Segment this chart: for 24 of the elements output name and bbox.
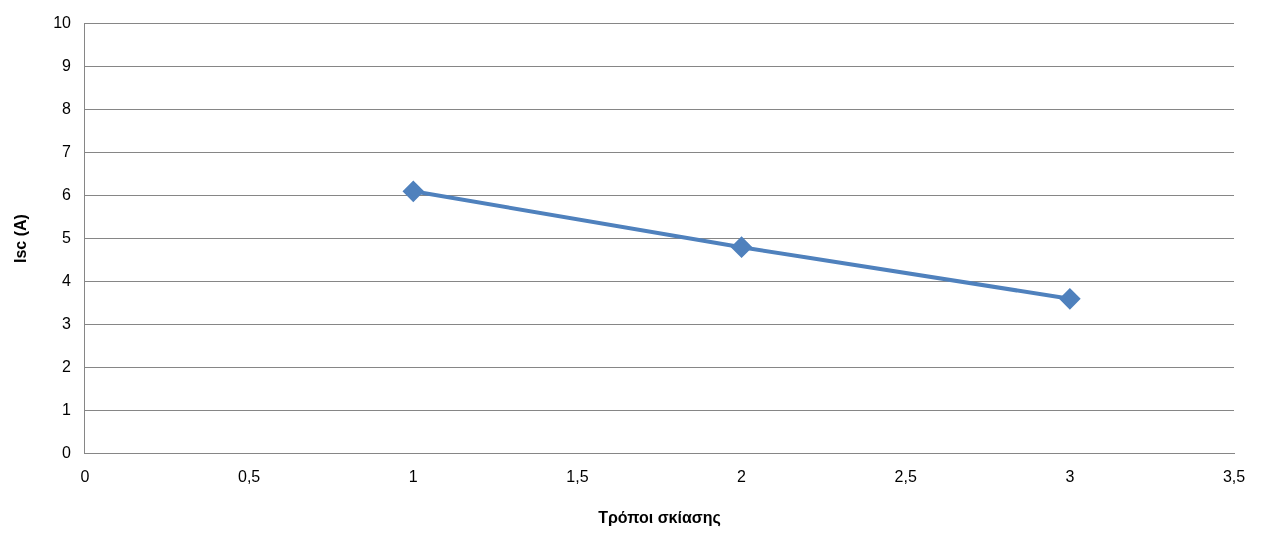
- x-tick-label: 3,5: [1222, 467, 1246, 485]
- y-axis-title: Isc (A): [12, 214, 30, 264]
- x-tick-label: 0,5: [238, 467, 261, 485]
- y-tick-label: 0: [62, 444, 72, 462]
- y-tick-label: 1: [62, 401, 72, 419]
- x-axis-title: Τρόποι σκίασης: [598, 508, 721, 527]
- x-tick-label: 2: [737, 467, 747, 485]
- y-tick-label: 8: [62, 100, 72, 118]
- x-tick-label: 2,5: [894, 467, 917, 485]
- x-tick-label: 1: [408, 467, 418, 485]
- y-tick-label: 4: [62, 272, 72, 290]
- y-tick-label: 3: [62, 315, 72, 333]
- y-tick-label: 9: [62, 57, 72, 75]
- point: [1059, 288, 1080, 309]
- y-tick-label: 7: [62, 143, 72, 161]
- x-tick-label: 1,5: [566, 467, 589, 485]
- y-tick-label: 6: [62, 186, 72, 204]
- point: [403, 181, 424, 202]
- y-tick-label: 5: [62, 229, 72, 247]
- x-tick-label: 0: [80, 467, 90, 485]
- x-tick-label: 3: [1065, 467, 1075, 485]
- point: [731, 237, 752, 258]
- y-tick-label: 2: [62, 358, 72, 376]
- y-tick-label: 10: [53, 14, 72, 32]
